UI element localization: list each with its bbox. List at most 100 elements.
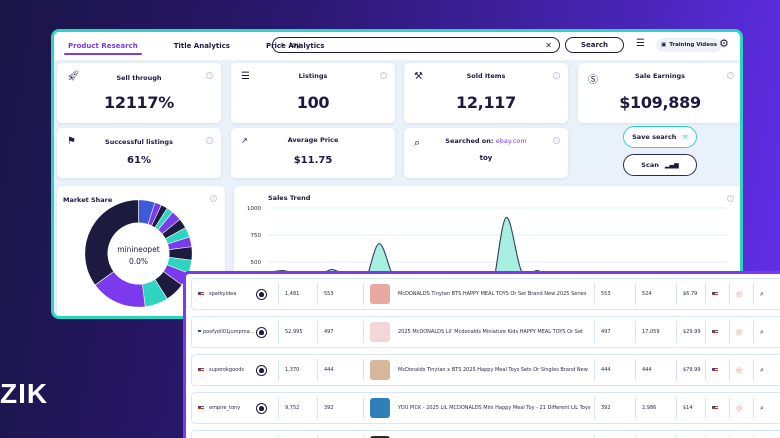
shipping-icon[interactable]: ◎ (736, 366, 743, 374)
product-title[interactable]: McDonalds Tinytan x BTS 2025 Happy Meal … (398, 367, 588, 373)
help-icon[interactable]: ? (727, 72, 734, 79)
shipping-cell[interactable]: ◎ (730, 317, 753, 347)
product-title[interactable]: McDONALDS Tinytan BTS HAPPY MEAL TOYS Or… (398, 291, 587, 297)
help-icon[interactable]: ? (206, 72, 213, 79)
seller-store-cell[interactable] (250, 279, 278, 309)
magnifier-icon[interactable]: ⌕ (760, 365, 764, 374)
lookup-cell[interactable]: ⌕ (754, 279, 774, 309)
sold-items-title: Sold Items (466, 72, 506, 80)
product-thumbnail[interactable] (370, 284, 390, 304)
listings-card: ☰ ? Listings 100 (231, 63, 395, 123)
divider (317, 359, 318, 381)
product-title[interactable]: YOU PICK - 2025 LIL MCDONALDS Mini Happy… (398, 405, 591, 411)
help-icon[interactable]: ? (210, 195, 217, 202)
shipping-cell[interactable]: ◎ (730, 279, 753, 309)
divider (594, 283, 595, 305)
average-price-title: Average Price (287, 136, 339, 144)
seller-name[interactable]: empire_tony (209, 405, 241, 411)
store-icon[interactable] (256, 326, 267, 338)
sell-through-title: Sell through (116, 74, 162, 82)
help-icon[interactable]: ? (206, 137, 213, 144)
product-title[interactable]: 2025 McDONALDS Lil' Mcdonalds Miniature … (398, 329, 583, 335)
table-row[interactable]: superokgoods 1,370 444 McDonalds Tinytan… (191, 354, 780, 386)
seller-store-cell[interactable] (250, 431, 278, 438)
title-cell[interactable]: YOU PICK - 2025 LIL MCDONALDS Mini Happy… (364, 393, 594, 423)
sales-trend-title: Sales Trend (268, 194, 311, 202)
help-icon[interactable]: ? (727, 195, 734, 202)
sell-through-card: 🚀︎ ? Sell through 12117% (57, 63, 221, 123)
title-cell[interactable]: McDonalds Tinytan x BTS 2025 Happy Meal … (364, 355, 594, 385)
lookup-cell[interactable]: ⌕ (754, 431, 774, 438)
price-cell (677, 431, 705, 438)
us-flag-icon (712, 292, 718, 296)
shipping-icon[interactable]: ◎ (736, 404, 743, 412)
magnifier-icon[interactable]: ⌕ (760, 289, 764, 298)
rocket-icon: 🚀︎ (67, 71, 80, 82)
seller-cell[interactable]: sparkyidea (192, 279, 250, 309)
store-icon[interactable] (256, 364, 267, 376)
seller-cell[interactable]: poofyoll01jumpma... (192, 317, 254, 347)
close-icon[interactable]: ✕ (545, 40, 552, 50)
seller-cell[interactable]: empire_tony (192, 393, 250, 423)
sales-cell (636, 431, 676, 438)
product-thumbnail[interactable] (370, 322, 390, 342)
save-search-button[interactable]: Save search ✉ (623, 126, 697, 148)
search-input[interactable]: ⌕ toy ✕ (272, 37, 560, 53)
divider (635, 435, 636, 438)
magnifier-icon[interactable]: ⌕ (760, 327, 764, 336)
seller-store-cell[interactable] (250, 355, 278, 385)
help-icon[interactable]: ? (380, 72, 387, 79)
table-row[interactable]: empire_tony 9,752 392 YOU PICK - 2025 LI… (191, 392, 780, 424)
sold-cell-2: 553 (601, 291, 611, 297)
divider (676, 321, 677, 343)
store-icon[interactable] (256, 402, 267, 414)
successful-listings-title: Successful listings (105, 138, 173, 146)
seller-name[interactable]: poofyoll01jumpma... (203, 329, 255, 335)
title-cell[interactable] (364, 431, 594, 438)
lookup-cell[interactable]: ⌕ (754, 355, 774, 385)
feedback-cell: 1,370 (285, 367, 300, 373)
tab-product-research[interactable]: Product Research (64, 34, 142, 58)
product-thumbnail[interactable] (370, 398, 390, 418)
help-icon[interactable]: ? (553, 137, 560, 144)
seller-cell[interactable]: superokgoods (192, 355, 250, 385)
shipping-icon[interactable]: ◎ (736, 290, 743, 298)
table-row[interactable]: sparkyidea 1,481 553 McDONALDS Tinytan B… (191, 278, 780, 310)
shipping-cell[interactable]: ◎ (730, 431, 753, 438)
seller-store-cell[interactable] (250, 393, 278, 423)
seller-cell[interactable] (192, 431, 250, 438)
title-cell[interactable]: McDONALDS Tinytan BTS HAPPY MEAL TOYS Or… (364, 279, 594, 309)
scan-button[interactable]: Scan ▂▄▆ (623, 154, 697, 176)
seller-store-cell[interactable] (250, 317, 278, 347)
lookup-cell[interactable]: ⌕ (754, 393, 774, 423)
divider (635, 359, 636, 381)
sliders-icon[interactable]: ☰ (636, 38, 645, 49)
successful-listings-card: ⚑ ? Successful listings 61% (57, 128, 221, 178)
magnifier-icon[interactable]: ⌕ (760, 403, 764, 412)
divider (317, 283, 318, 305)
tab-title-analytics[interactable]: Title Analytics (173, 42, 230, 50)
gear-icon[interactable]: ⚙ (719, 37, 729, 50)
table-row[interactable]: ◎ ⌕ (191, 430, 780, 438)
market-share-donut[interactable] (81, 196, 196, 311)
seller-name[interactable]: superokgoods (209, 367, 244, 373)
product-thumbnail[interactable] (370, 360, 390, 380)
help-icon[interactable]: ? (553, 72, 560, 79)
lookup-cell[interactable]: ⌕ (754, 317, 774, 347)
seller-name[interactable]: sparkyidea (209, 291, 237, 297)
sold-cell: 497 (324, 329, 334, 335)
listings-title: Listings (298, 72, 328, 80)
store-icon[interactable] (256, 288, 267, 300)
divider (729, 359, 730, 381)
shipping-cell[interactable]: ◎ (730, 355, 753, 385)
shipping-cell[interactable]: ◎ (730, 393, 753, 423)
search-value[interactable]: toy (289, 41, 301, 49)
searched-on-site-link[interactable]: ebay.com (495, 137, 527, 145)
table-row[interactable]: poofyoll01jumpma... 52,995 497 2025 McDO… (191, 316, 780, 348)
title-cell[interactable]: 2025 McDONALDS Lil' Mcdonalds Miniature … (364, 317, 594, 347)
product-thumbnail[interactable] (370, 436, 390, 438)
shipping-icon[interactable]: ◎ (736, 328, 743, 336)
tab-price-analytics[interactable]: Price Analytics (265, 42, 325, 50)
search-button[interactable]: Search (565, 37, 624, 53)
training-videos-button[interactable]: ▣ Training Videos (656, 38, 722, 52)
